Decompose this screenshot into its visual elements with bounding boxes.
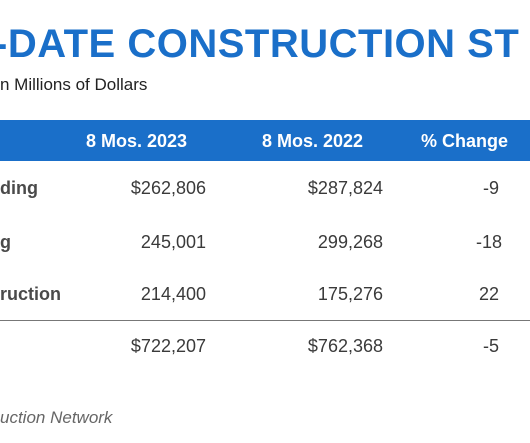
total-change: -5: [482, 336, 499, 356]
row-2-2022: 299,268: [317, 232, 383, 252]
row-2-change: -18: [475, 232, 502, 252]
row-1-2023: $262,806: [130, 178, 206, 198]
page-subtitle: n Millions of Dollars: [0, 75, 148, 94]
header-percent-change: % Change: [421, 131, 509, 151]
row-label-1: ding: [0, 178, 38, 198]
row-1-2022: $287,824: [307, 178, 383, 198]
row-3-2023: 214,400: [140, 284, 206, 304]
row-label-2: g: [0, 232, 11, 252]
page-title: -DATE CONSTRUCTION ST: [0, 22, 520, 66]
row-2-2023: 245,001: [140, 232, 206, 252]
row-1-change: -9: [482, 178, 499, 198]
row-3-change: 22: [478, 284, 499, 304]
total-divider: [0, 320, 530, 321]
header-8mos-2022: 8 Mos. 2022: [262, 131, 364, 151]
row-label-3: ruction: [0, 284, 61, 304]
header-8mos-2023: 8 Mos. 2023: [86, 131, 188, 151]
source-note: uction Network: [0, 408, 113, 427]
table-header-bar: [0, 120, 530, 161]
total-2022: $762,368: [307, 336, 383, 356]
row-3-2022: 175,276: [317, 284, 383, 304]
total-2023: $722,207: [130, 336, 206, 356]
